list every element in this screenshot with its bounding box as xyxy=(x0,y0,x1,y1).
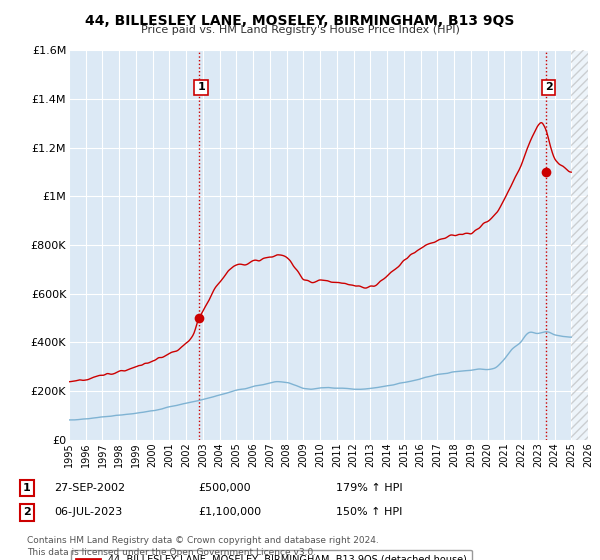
Text: 1: 1 xyxy=(197,82,205,92)
Text: 179% ↑ HPI: 179% ↑ HPI xyxy=(336,483,403,493)
Text: 2: 2 xyxy=(545,82,553,92)
Text: £500,000: £500,000 xyxy=(198,483,251,493)
Text: Price paid vs. HM Land Registry's House Price Index (HPI): Price paid vs. HM Land Registry's House … xyxy=(140,25,460,35)
Text: 44, BILLESLEY LANE, MOSELEY, BIRMINGHAM, B13 9QS: 44, BILLESLEY LANE, MOSELEY, BIRMINGHAM,… xyxy=(85,14,515,28)
Legend: 44, BILLESLEY LANE, MOSELEY, BIRMINGHAM, B13 9QS (detached house), HPI: Average : 44, BILLESLEY LANE, MOSELEY, BIRMINGHAM,… xyxy=(71,549,472,560)
Text: 1: 1 xyxy=(23,483,31,493)
Bar xyxy=(571,50,588,440)
Text: 06-JUL-2023: 06-JUL-2023 xyxy=(54,507,122,517)
Text: Contains HM Land Registry data © Crown copyright and database right 2024.
This d: Contains HM Land Registry data © Crown c… xyxy=(27,536,379,557)
Text: £1,100,000: £1,100,000 xyxy=(198,507,261,517)
Text: 150% ↑ HPI: 150% ↑ HPI xyxy=(336,507,403,517)
Text: 2: 2 xyxy=(23,507,31,517)
Text: 27-SEP-2002: 27-SEP-2002 xyxy=(54,483,125,493)
